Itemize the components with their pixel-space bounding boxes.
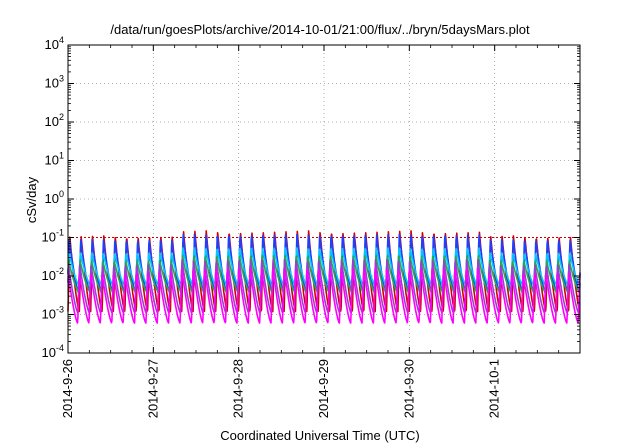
x-tick-label: 2014-9-28 <box>231 359 246 418</box>
x-tick-label: 2014-9-27 <box>145 359 160 418</box>
y-tick-label: 10-4 <box>42 343 64 360</box>
y-tick-label: 103 <box>45 74 64 91</box>
y-tick-label: 10-1 <box>42 228 64 245</box>
x-tick-label: 2014-10-1 <box>487 359 502 418</box>
series-line <box>67 267 581 324</box>
y-tick-label: 10-2 <box>42 266 64 283</box>
axes-layer <box>67 44 581 354</box>
x-tick-label: 2014-9-30 <box>401 359 416 418</box>
x-tick-label: 2014-9-29 <box>316 359 331 418</box>
y-tick-label: 104 <box>45 35 64 52</box>
y-tick-label: 100 <box>45 189 64 206</box>
series-line <box>67 247 581 286</box>
y-axis-label: cSv/day <box>24 176 39 223</box>
y-tick-labels: 10-4 10-3 10-2 10-1 100 101 102 103 104 <box>42 35 64 360</box>
series-line <box>67 254 581 293</box>
x-tick-label: 2014-9-26 <box>60 359 75 418</box>
y-tick-label: 102 <box>45 112 64 129</box>
x-tick-labels: 2014-9-26 2014-9-27 2014-9-28 2014-9-29 2014… <box>60 359 502 418</box>
plot-frame <box>67 44 581 354</box>
chart-title: /data/run/goesPlots/archive/2014-10-01/2… <box>110 22 530 37</box>
series-layer <box>67 230 581 324</box>
x-axis-label: Coordinated Universal Time (UTC) <box>220 428 420 443</box>
y-tick-label: 101 <box>45 151 64 168</box>
series-line <box>67 258 581 314</box>
y-tick-label: 10-3 <box>42 305 64 322</box>
